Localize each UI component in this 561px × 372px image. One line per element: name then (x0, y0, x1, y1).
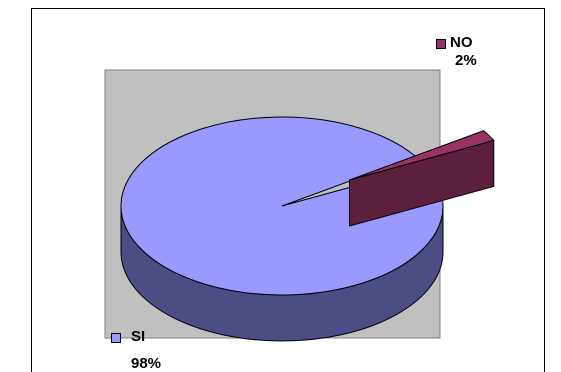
legend-swatch-no (436, 39, 446, 49)
category-label-si: SI (131, 328, 146, 345)
pie-slice-no (349, 130, 495, 181)
value-label-no: 2% (455, 52, 477, 69)
value-label-si: 98% (131, 355, 162, 372)
pie-slice-si (120, 116, 444, 296)
legend-swatch-si (111, 333, 121, 343)
category-label-no: NO (450, 34, 473, 51)
